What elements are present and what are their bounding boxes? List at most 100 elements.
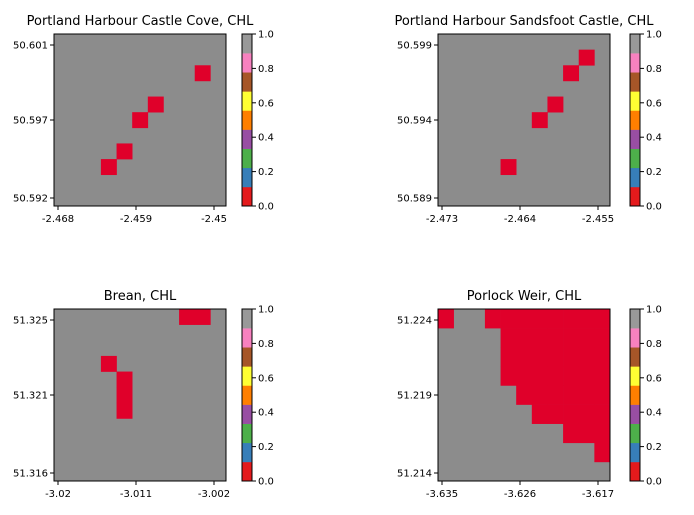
colorbar-segment	[630, 442, 640, 463]
heatmap-cell	[563, 328, 580, 348]
heatmap-cell	[516, 328, 533, 348]
colorbar-frame	[241, 308, 253, 482]
heatmap-cell	[194, 65, 211, 82]
heatmap-cell	[500, 328, 517, 348]
heatmap-cell	[531, 309, 548, 329]
chart-title: Portland Harbour Sandsfoot Castle, CHL	[394, 14, 654, 29]
heatmap-cell	[547, 309, 564, 329]
colorbar-segment	[630, 167, 640, 188]
chart-title: Portland Harbour Castle Cove, CHL	[27, 14, 254, 29]
heatmap-cell	[578, 423, 595, 444]
x-tick-label: -2.45	[201, 214, 227, 225]
heatmap-cell	[531, 328, 548, 348]
heatmap-cell	[578, 366, 595, 386]
heatmap-cell	[500, 309, 517, 329]
colorbar-segment	[242, 347, 252, 367]
colorbar-frame	[629, 308, 641, 482]
colorbar-tick-label: 0.6	[258, 98, 274, 109]
x-tick-label: -2.468	[42, 214, 74, 225]
heatmap-cell	[578, 385, 595, 405]
colorbar-segment	[242, 148, 252, 169]
x-tick-label: -2.464	[504, 214, 536, 225]
colorbar-tick-label: 1.0	[258, 30, 274, 41]
colorbar-tick-label: 1.0	[646, 305, 662, 316]
heatmap-cell	[516, 309, 533, 329]
colorbar-segment	[242, 385, 252, 405]
heatmap-cell	[500, 159, 517, 176]
colorbar-segment	[630, 148, 640, 169]
heatmap-cell	[516, 347, 533, 367]
colorbar-segment	[630, 385, 640, 405]
colorbar-segment	[630, 423, 640, 444]
y-tick-label: 51.325	[13, 316, 48, 327]
y-tick-label: 51.224	[397, 316, 432, 327]
x-tick-label: -3.011	[120, 489, 152, 500]
heatmap-cell	[100, 355, 117, 372]
colorbar-segment	[630, 404, 640, 424]
panel-3: Brean, CHL -3.02 -3.011 -3.002 51.325 51.321 5…	[13, 289, 274, 500]
colorbar-segment	[242, 404, 252, 424]
colorbar-segment	[242, 129, 252, 149]
colorbar-tick-label: 1.0	[646, 30, 662, 41]
heatmap-cell	[100, 159, 117, 176]
heatmap-cell	[594, 328, 611, 348]
y-tick-label: 50.589	[397, 194, 432, 205]
heatmap-cell	[531, 404, 548, 424]
panel-1: Portland Harbour Castle Cove, CHL -2.468 -…	[13, 14, 274, 225]
heatmap-cell	[594, 442, 611, 463]
heatmap-cell	[547, 404, 564, 424]
heatmap-cell	[547, 328, 564, 348]
colorbar-segment	[630, 34, 640, 54]
colorbar-tick-label: 0.0	[258, 202, 274, 213]
colorbar-segment	[242, 91, 252, 111]
heatmap-cell	[563, 423, 580, 444]
heatmap-cell	[516, 366, 533, 386]
heatmap-cell	[116, 387, 133, 404]
colorbar-tick-label: 0.4	[646, 133, 662, 144]
heatmap-cell	[578, 309, 595, 329]
colorbar-segment	[242, 34, 252, 54]
x-tick-label: -3.635	[426, 489, 458, 500]
chart-title: Porlock Weir, CHL	[467, 289, 582, 304]
heatmap-cell	[132, 112, 149, 129]
plot-background	[54, 309, 226, 481]
colorbar-segment	[242, 186, 252, 207]
colorbar-tick-label: 0.4	[646, 408, 662, 419]
heatmap-cell	[500, 347, 517, 367]
y-tick-label: 51.321	[13, 391, 48, 402]
heatmap-cell	[547, 366, 564, 386]
colorbar-tick-label: 0.6	[646, 373, 662, 384]
heatmap-cell	[516, 385, 533, 405]
colorbar-segment	[630, 53, 640, 73]
heatmap-cell	[500, 366, 517, 386]
heatmap-cell	[531, 347, 548, 367]
heatmap-cell	[578, 328, 595, 348]
colorbar-tick-label: 0.2	[646, 442, 662, 453]
heatmap-cell	[594, 366, 611, 386]
colorbar-segment	[242, 309, 252, 329]
y-tick-label: 50.601	[13, 41, 48, 52]
heatmap-cell	[547, 385, 564, 405]
colorbar-segment	[630, 328, 640, 348]
heatmap-cell	[531, 112, 548, 129]
colorbar-tick-label: 0.6	[258, 373, 274, 384]
colorbar-segment	[630, 110, 640, 130]
y-tick-label: 50.597	[13, 116, 48, 127]
colorbar-segment	[630, 91, 640, 111]
heatmap-cell	[594, 347, 611, 367]
heatmap-cell	[563, 65, 580, 82]
y-tick-label: 50.599	[397, 41, 432, 52]
colorbar-segment	[630, 129, 640, 149]
colorbar-tick-label: 0.0	[646, 202, 662, 213]
heatmap-cell	[578, 49, 595, 66]
panel-2: Portland Harbour Sandsfoot Castle, CHL -2…	[394, 14, 661, 225]
y-tick-label: 51.219	[397, 391, 432, 402]
colorbar-tick-label: 0.2	[258, 167, 274, 178]
heatmap-cell	[594, 423, 611, 444]
colorbar-tick-label: 0.8	[258, 339, 274, 350]
x-tick-label: -3.626	[504, 489, 536, 500]
colorbar-segment	[630, 461, 640, 482]
heatmap-cell	[179, 309, 196, 325]
colorbar-frame	[629, 33, 641, 207]
